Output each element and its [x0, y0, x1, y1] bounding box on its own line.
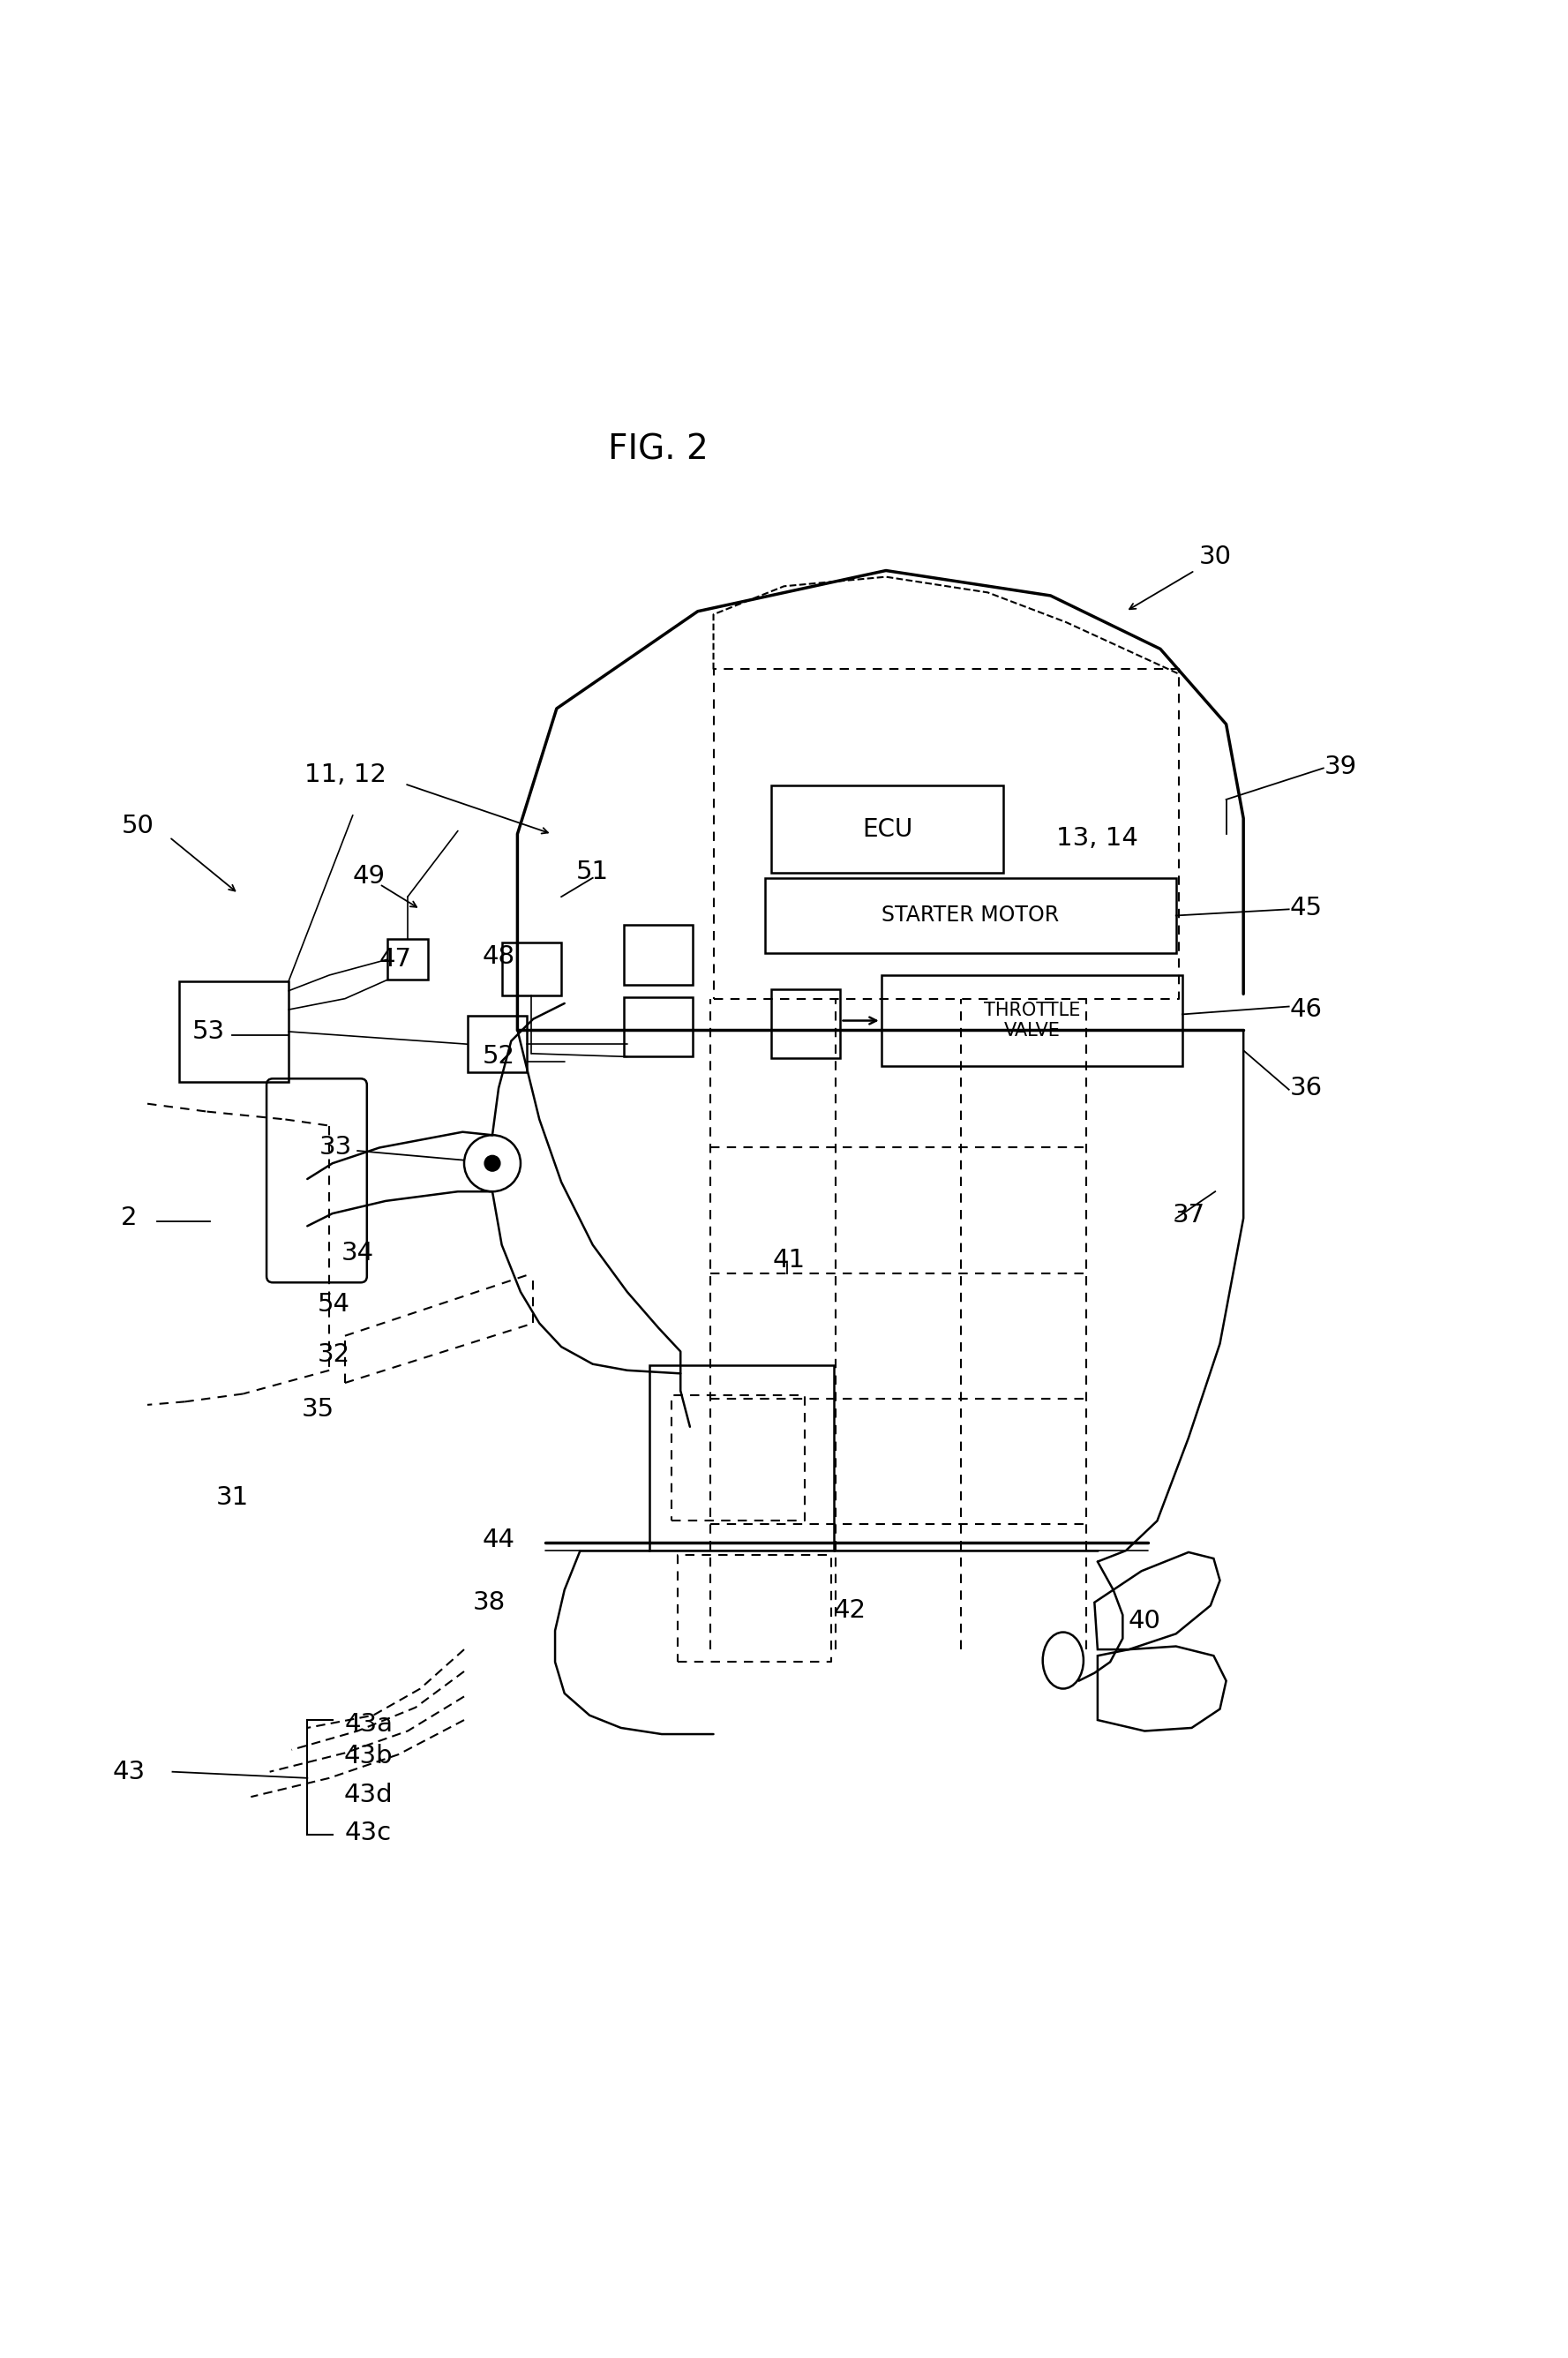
Text: 40: 40 — [1129, 1608, 1160, 1634]
Text: 11, 12: 11, 12 — [304, 762, 386, 788]
Text: 45: 45 — [1290, 896, 1322, 920]
Circle shape — [485, 1155, 500, 1172]
Bar — [624, 924, 693, 986]
Bar — [502, 943, 561, 995]
Bar — [387, 938, 428, 981]
Text: 34: 34 — [342, 1240, 373, 1264]
Text: 42: 42 — [834, 1599, 866, 1622]
Text: 31: 31 — [216, 1486, 248, 1509]
Text: 47: 47 — [379, 948, 411, 971]
Text: 41: 41 — [773, 1247, 804, 1273]
Text: 39: 39 — [1325, 755, 1356, 778]
Text: 54: 54 — [318, 1292, 350, 1316]
Text: 50: 50 — [122, 814, 154, 839]
Text: 44: 44 — [483, 1528, 514, 1552]
Bar — [649, 1365, 834, 1552]
Bar — [467, 1016, 527, 1073]
Text: 30: 30 — [1200, 545, 1231, 568]
Text: 51: 51 — [577, 858, 608, 884]
Text: 2: 2 — [121, 1205, 136, 1231]
Text: 43a: 43a — [345, 1712, 392, 1738]
Text: 13, 14: 13, 14 — [1057, 825, 1138, 851]
Text: 43c: 43c — [345, 1820, 392, 1846]
Text: 43b: 43b — [343, 1743, 394, 1768]
Text: ECU: ECU — [862, 816, 913, 842]
Text: FIG. 2: FIG. 2 — [608, 434, 709, 467]
Text: 36: 36 — [1290, 1075, 1322, 1101]
Text: 49: 49 — [353, 863, 384, 889]
Text: 35: 35 — [303, 1398, 334, 1422]
Text: STARTER MOTOR: STARTER MOTOR — [881, 905, 1060, 927]
Text: THROTTLE
VALVE: THROTTLE VALVE — [983, 1002, 1080, 1040]
Bar — [624, 997, 693, 1056]
Text: 37: 37 — [1173, 1203, 1204, 1229]
Text: 43d: 43d — [343, 1783, 394, 1809]
Text: 38: 38 — [474, 1589, 505, 1615]
Bar — [881, 976, 1182, 1066]
Text: 32: 32 — [318, 1342, 350, 1368]
Text: 52: 52 — [483, 1045, 514, 1068]
Bar — [771, 990, 840, 1059]
Bar — [765, 877, 1176, 953]
Text: 46: 46 — [1290, 997, 1322, 1021]
Text: 33: 33 — [320, 1134, 351, 1160]
Bar — [771, 785, 1004, 872]
Text: 53: 53 — [193, 1019, 224, 1045]
Text: 48: 48 — [483, 943, 514, 969]
Bar — [179, 981, 289, 1082]
Text: 43: 43 — [113, 1759, 144, 1785]
